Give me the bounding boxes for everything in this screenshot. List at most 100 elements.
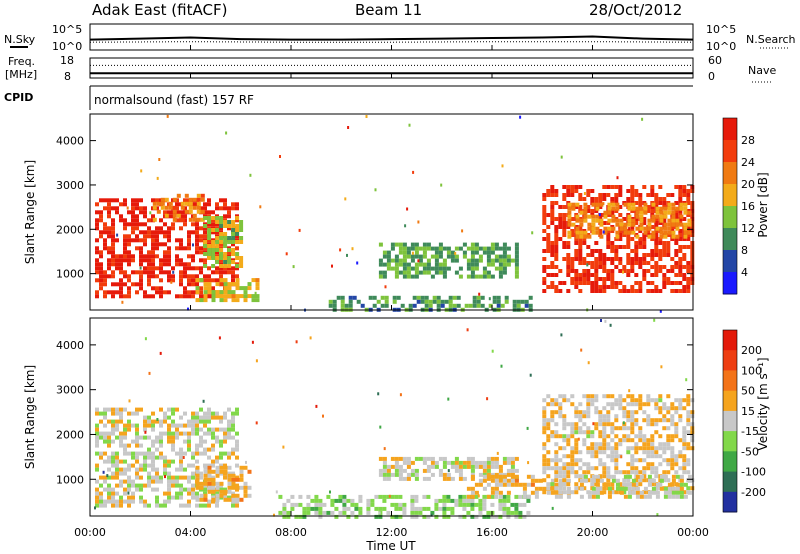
velocity-cell [646,394,651,399]
power-cell [566,245,571,249]
velocity-cell [143,499,147,504]
velocity-cell [386,464,391,469]
power-cell [448,295,453,300]
velocity-cell [510,464,515,469]
power-cell [103,290,107,295]
velocity-cell [566,482,571,487]
power-cell [176,213,181,218]
velocity-cell [646,462,651,467]
velocity-cell [195,465,200,470]
velocity-cell [147,415,151,420]
power-cell [191,274,195,279]
velocity-cell [566,474,571,479]
power-cell [595,226,600,231]
power-cell [554,225,559,229]
velocity-cell [591,486,596,491]
power-cell [215,270,219,275]
nsky-tick-bottom: 10^0 [52,40,82,53]
velocity-cell [231,427,235,432]
velocity-cell [187,443,191,448]
power-cell [594,281,599,285]
power-cell [398,250,403,255]
velocity-cell [562,446,567,451]
power-cell [135,202,139,207]
velocity-cell [191,475,195,480]
velocity-cell [666,446,671,451]
velocity-cell [414,468,419,473]
velocity-cell [610,438,615,443]
power-cell [566,261,571,265]
velocity-cell [227,465,232,470]
velocity-cell [115,411,119,416]
velocity-cell [574,406,579,411]
velocity-cell [600,319,602,322]
power-cell [123,226,127,231]
velocity-cell [227,419,231,424]
power-cell [123,242,127,247]
velocity-cell [179,415,183,420]
colorbar-segment [723,390,737,412]
power-cell [195,234,199,239]
power-cell [627,230,632,235]
power-cell [223,224,228,228]
power-cell [123,282,127,287]
velocity-cell [522,482,527,487]
power-cell [678,185,683,189]
velocity-cell [598,474,603,479]
power-cell [127,234,131,239]
velocity-cell [111,491,115,496]
power-cell [195,250,199,255]
velocity-cell [562,482,567,487]
velocity-cell [187,431,191,436]
velocity-cell [442,498,447,503]
power-cell [452,295,457,300]
velocity-cell [406,476,411,481]
velocity-cell [598,442,603,447]
velocity-cell [594,426,599,431]
velocity-cell [207,469,212,474]
power-cell [107,274,111,279]
power-cell [179,270,183,275]
power-cell [127,286,131,291]
power-cell [115,254,119,259]
velocity-cell [554,490,559,495]
velocity-cell [566,494,571,499]
velocity-cell [526,510,531,515]
velocity-cell [558,446,563,451]
velocity-cell [446,460,451,465]
power-cell [650,257,655,261]
velocity-cell [630,426,635,431]
velocity-cell [414,472,419,477]
power-cell [243,286,248,291]
power-cell [566,289,571,293]
power-cell [546,265,551,269]
velocity-cell [662,402,667,407]
power-cell [430,266,435,271]
power-cell [562,225,567,229]
velocity-cell [614,450,619,455]
velocity-cell [282,506,287,511]
x-axis-ticks: 00:00 04:00 08:00 12:00 16:00 20:00 00:00 [74,45,709,539]
power-cell [187,282,191,287]
power-cell [149,211,152,215]
velocity-cell [630,462,635,467]
power-cell [574,253,579,257]
velocity-cell [219,427,223,432]
power-cell [179,262,183,267]
power-cell [196,193,201,198]
power-cell [151,234,155,239]
power-cell [690,257,695,261]
power-cell [476,299,481,304]
velocity-cell [171,483,175,488]
velocity-cell [127,411,131,416]
power-cell [191,266,195,271]
velocity-cell [95,467,99,472]
velocity-cell [606,446,611,451]
power-cell [550,209,555,213]
power-cell [211,252,216,256]
power-cell [159,242,163,247]
velocity-cell [191,463,195,468]
velocity-cell [490,464,495,469]
power-cell [239,264,244,268]
